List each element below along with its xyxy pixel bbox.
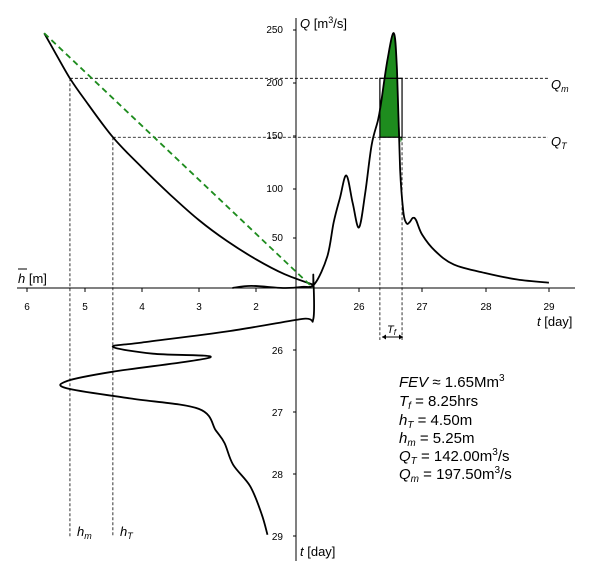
h-tick-6: 6 [24,302,30,313]
h-axis-label: h [m] [18,268,47,286]
t-tick-labels-bottom: 26 27 28 29 [272,346,284,543]
stats-block: FEV ≈ 1.65Mm3 Tf = 8.25hrs hT = 4.50m hm… [399,373,512,485]
h-tick-5: 5 [82,302,88,313]
h-tick-4: 4 [139,302,145,313]
q-tick-150: 150 [266,131,283,142]
t-tick-29: 29 [543,302,555,313]
q-axis-label: Q [m3/s] [300,15,347,31]
t-tick-27: 27 [416,302,428,313]
tf-label: Tf [387,324,397,337]
q-tick-250: 250 [266,25,283,36]
linear-approximation-line [43,32,314,289]
stat-fev: FEV ≈ 1.65Mm3 [399,373,505,391]
peak-excess-fill [379,33,402,143]
ht-label: hT [120,524,134,541]
t-tick-26: 26 [353,302,365,313]
t-axis-label-right: t [day] [537,314,572,329]
tb-tick-27: 27 [272,408,284,419]
tb-tick-28: 28 [272,470,284,481]
q-tick-50: 50 [272,233,284,244]
qm-label: Qm [551,77,569,94]
h-tick-labels: 6 5 4 3 2 [24,302,259,313]
tick-marks [26,29,550,537]
q-tick-200: 200 [266,78,283,89]
curves [43,32,549,536]
tf-annotation: Tf [382,324,403,340]
rating-curve [43,32,314,286]
stat-ht: hT = 4.50m [399,412,472,431]
q-tick-100: 100 [266,184,283,195]
stat-qt: QT = 142.00m3/s [399,447,509,467]
stat-tf: Tf = 8.25hrs [399,393,478,412]
stat-qm: Qm = 197.50m3/s [399,465,512,485]
reference-lines [69,77,548,537]
t-axis-label-bottom: t [day] [300,544,335,559]
stage-hydrograph-curve [59,273,316,536]
h-tick-3: 3 [196,302,202,313]
tb-tick-26: 26 [272,346,284,357]
hydrograph-curve [232,32,549,289]
qt-label: QT [551,134,568,151]
stat-hm: hm = 5.25m [399,430,474,449]
hm-label: hm [77,524,92,541]
t-tick-28: 28 [480,302,492,313]
h-tick-2: 2 [253,302,259,313]
svg-text:h [m]: h [m] [18,271,47,286]
t-tick-labels-right: 26 27 28 29 [353,302,555,313]
tb-tick-29: 29 [272,532,284,543]
q-tick-labels: 250 200 150 100 50 [266,25,283,244]
